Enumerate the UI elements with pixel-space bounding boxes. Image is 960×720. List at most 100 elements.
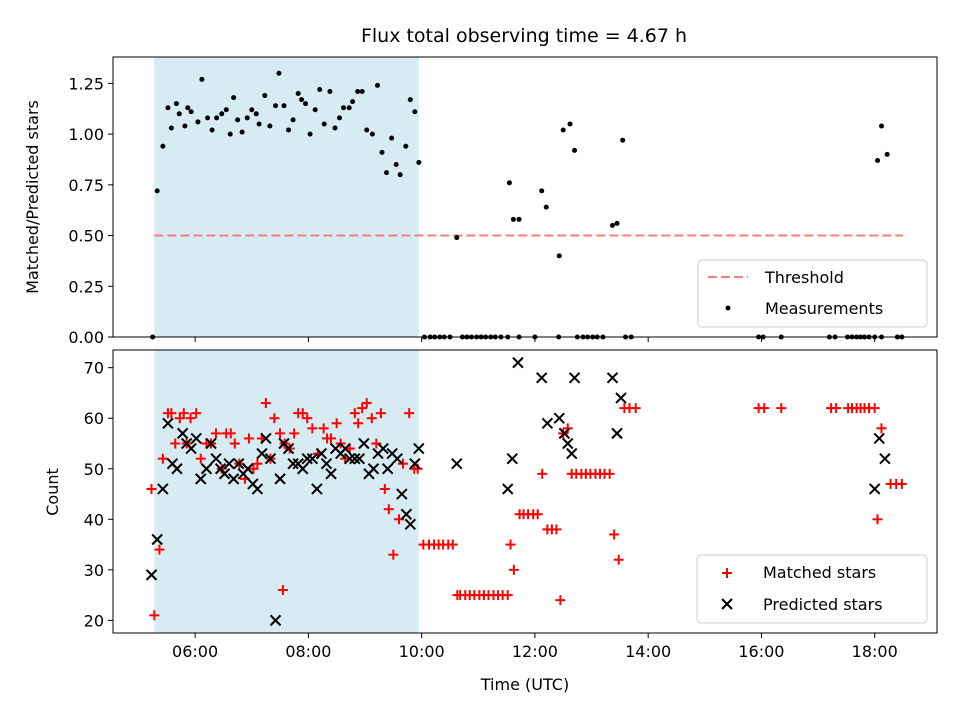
predicted-star-point-b: [611, 427, 623, 440]
bottom-shaded-span: [154, 350, 419, 633]
predicted-star-point-b: [274, 473, 286, 485]
predicted-star-point: [242, 463, 254, 475]
bottom-ytick-label: 60: [84, 409, 104, 428]
predicted-star-point: [320, 457, 333, 470]
predicted-star-point: [879, 452, 891, 465]
measurement-point: [567, 121, 573, 127]
bottom-xtick-label: 10:00: [399, 642, 445, 661]
matched-star-point: [505, 539, 516, 550]
predicted-star-point-b: [349, 452, 361, 465]
predicted-star-point-b: [260, 432, 272, 445]
measurement-point: [173, 101, 179, 107]
predicted-star-point: [413, 442, 425, 455]
measurement-point: [176, 111, 182, 117]
matched-star-point: [331, 418, 342, 429]
measurement-point: [346, 105, 352, 111]
predicted-star-point-b: [358, 437, 370, 450]
measurement-point: [195, 119, 201, 125]
matched-star-point: [174, 413, 185, 424]
measurement-point: [516, 216, 522, 222]
predicted-star-point-b: [413, 442, 425, 455]
predicted-star-point: [151, 533, 163, 546]
bottom-legend-box: [696, 554, 928, 624]
predicted-star-point-b: [873, 432, 885, 445]
matched-star-point: [229, 438, 240, 449]
predicted-star-point-b: [541, 417, 554, 429]
measurement-point: [273, 103, 279, 109]
measurement-point: [307, 131, 313, 137]
matched-star-point: [759, 403, 770, 414]
measurement-point: [332, 125, 338, 131]
bottom-legend: Matched stars Predicted stars: [696, 554, 928, 624]
measurement-point: [253, 111, 259, 117]
matched-star-point: [185, 413, 196, 424]
predicted-star-point-b: [242, 463, 254, 475]
matched-star-point: [349, 408, 360, 419]
matched-star-point: [277, 585, 288, 596]
predicted-legend-glyph-b: [721, 598, 733, 610]
measurement-point: [393, 162, 399, 168]
matched-star-point: [297, 408, 308, 419]
matched-star-point: [243, 433, 254, 444]
bottom-xtick-label: 14:00: [625, 642, 671, 661]
matched-star-point: [353, 418, 364, 429]
matched-star-point: [178, 408, 189, 419]
measurement-point: [510, 216, 516, 222]
predicted-star-point-b: [339, 442, 351, 455]
matched-star-point: [776, 403, 787, 414]
measurement-point: [397, 172, 403, 178]
measurement-point: [244, 115, 250, 121]
measurement-point: [369, 131, 375, 137]
predicted-star-point-b: [566, 447, 578, 460]
measurement-point: [539, 188, 545, 194]
predicted-star-point: [185, 442, 197, 455]
matched-star-point: [252, 458, 263, 469]
bottom-xtick-label: 08:00: [285, 642, 331, 661]
predicted-star-point: [256, 447, 268, 460]
predicted-star-point-b: [315, 447, 328, 460]
measurement-point: [321, 121, 327, 127]
measurement-point: [620, 137, 626, 143]
bottom-marks: [145, 356, 907, 627]
bottom-ylabel: Count: [43, 468, 62, 516]
matched-star-point: [379, 483, 390, 494]
measurement-point: [239, 129, 245, 135]
bottom-ytick-label: 70: [84, 359, 104, 378]
bottom-panel: 20 30 40 50 60 70 06:00 08:00 10:00 12:00 14:00 16…: [43, 349, 938, 694]
predicted-star-point: [325, 468, 337, 480]
matched-star-point: [876, 423, 887, 434]
predicted-star-point: [868, 483, 881, 495]
measurement-point: [407, 97, 413, 103]
predicted-star-point: [512, 356, 524, 369]
top-marks: [150, 70, 905, 340]
measurement-point: [235, 117, 241, 123]
top-yticks: 0.00 0.25 0.50 0.75 1.00 1.25: [68, 74, 113, 347]
predicted-star-point: [301, 452, 313, 465]
predicted-star-point-b: [879, 452, 891, 465]
matched-star-point: [609, 529, 620, 540]
predicted-star-point: [391, 452, 404, 465]
predicted-star-point: [264, 452, 277, 465]
predicted-star-point: [506, 452, 518, 465]
predicted-star-point: [451, 457, 463, 470]
predicted-star-point: [200, 463, 213, 475]
predicted-star-point-b: [409, 457, 421, 470]
predicted-star-point: [553, 412, 565, 424]
predicted-star-point: [306, 452, 319, 465]
predicted-star-point: [606, 372, 619, 384]
top-xticks: [194, 337, 876, 342]
predicted-star-point-b: [367, 463, 380, 475]
matched-star-point: [613, 554, 624, 565]
bottom-ytick-label: 50: [84, 460, 104, 479]
matched-star-point: [149, 610, 160, 621]
predicted-star-point: [233, 457, 245, 470]
bottom-ytick-label: 30: [84, 561, 104, 580]
predicted-star-point: [339, 442, 351, 455]
matched-star-point: [604, 468, 615, 479]
measurement-point: [276, 70, 282, 76]
measurement-point: [299, 97, 305, 103]
predicted-star-point-b: [306, 452, 319, 465]
measurement-point: [219, 111, 225, 117]
predicted-star-point: [353, 452, 366, 465]
measurement-point: [416, 160, 422, 166]
